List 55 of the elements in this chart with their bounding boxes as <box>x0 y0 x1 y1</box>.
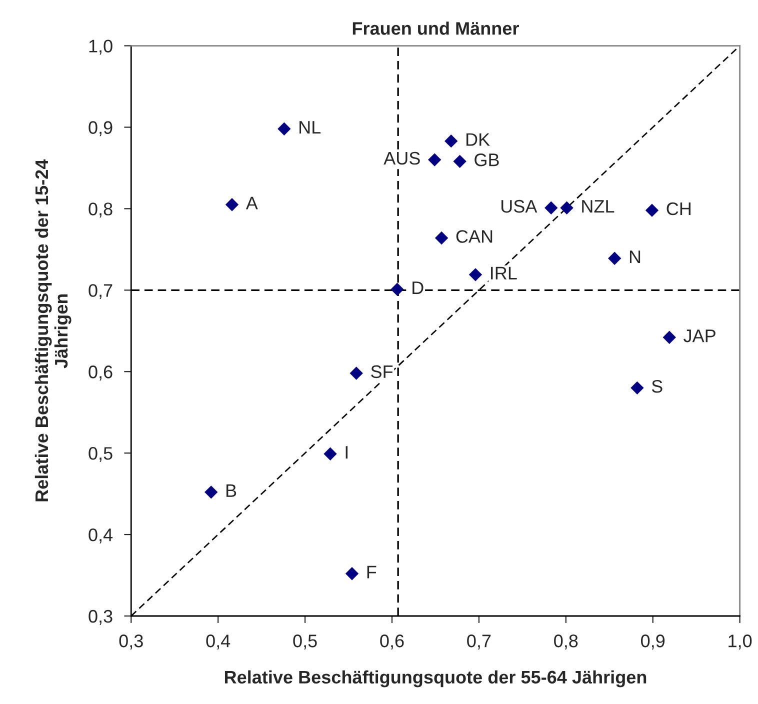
x-tick-label: 0,9 <box>641 634 665 650</box>
annotation: B <box>226 484 236 497</box>
annotation: F <box>367 566 376 578</box>
point <box>428 153 442 166</box>
annotation: I <box>346 446 348 459</box>
annotation: SF <box>371 365 393 378</box>
point <box>278 122 291 136</box>
point <box>630 381 644 394</box>
annotation: NZL <box>582 200 614 213</box>
point <box>350 366 363 380</box>
y-tick-label: 0,6 <box>88 366 112 380</box>
x-tick-label: 0,8 <box>554 634 578 650</box>
point <box>225 198 239 212</box>
y-tick-label: 0,9 <box>88 121 112 136</box>
chart-title: Frauen und Männer <box>352 22 519 35</box>
point <box>560 201 574 214</box>
x-tick-label: 0,5 <box>293 634 317 650</box>
point <box>608 252 622 265</box>
annotation: AUS <box>384 152 420 165</box>
y-tick-label: 0,5 <box>88 447 112 462</box>
annotation: CH <box>666 202 690 216</box>
x-tick-label: 0,3 <box>119 634 143 650</box>
point <box>544 201 558 214</box>
annotation: DK <box>466 133 490 146</box>
point <box>444 134 458 148</box>
x-tick-label: 1,0 <box>728 634 752 650</box>
x-tick-label: 0,6 <box>380 634 404 650</box>
point <box>434 231 448 245</box>
annotation: N <box>630 250 640 264</box>
y-tick-label: 1,0 <box>89 40 112 55</box>
annotation: S <box>652 380 662 393</box>
annotation: D <box>412 282 424 294</box>
y-tick-label: 0,3 <box>88 610 112 625</box>
point <box>345 567 359 580</box>
point <box>453 154 466 168</box>
point <box>662 330 676 344</box>
point <box>645 204 659 217</box>
annotation: JAP <box>684 330 716 342</box>
annotation: CAN <box>456 230 492 243</box>
point <box>390 282 404 296</box>
y-tick-label: 0,8 <box>88 202 112 218</box>
annotation: A <box>246 196 258 210</box>
point <box>204 486 218 499</box>
annotation: IRL <box>491 266 517 280</box>
annotation: GB <box>474 154 499 166</box>
point <box>324 447 337 460</box>
annotation: NL <box>300 121 321 134</box>
y-tick-label: 0,4 <box>88 528 113 544</box>
point <box>468 268 482 282</box>
x-axis-title: Relative Beschäftigungsquote der 55-64 Jährigen <box>224 670 646 688</box>
y-tick-label: 0,7 <box>88 284 112 299</box>
y-axis-title: Relative Beschäftigungsquote der 15-24 Jährigen <box>34 159 72 502</box>
annotation: USA <box>501 200 538 213</box>
x-tick-label: 0,7 <box>467 634 491 650</box>
x-tick-label: 0,4 <box>206 634 230 650</box>
